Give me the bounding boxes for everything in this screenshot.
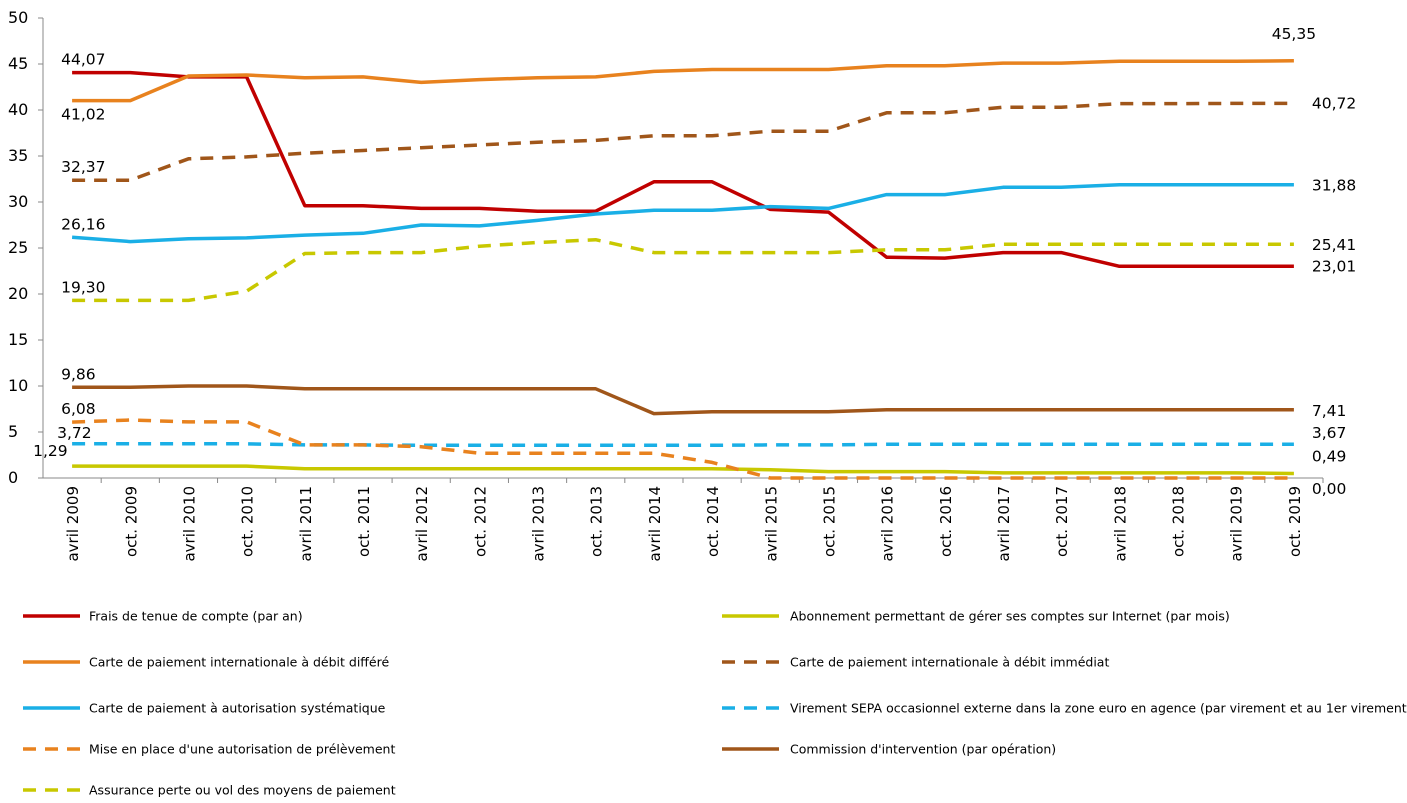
y-tick-label: 30 — [8, 192, 28, 211]
x-tick-label: avril 2011 — [297, 486, 315, 562]
x-tick-label: avril 2012 — [413, 486, 431, 562]
x-tick-label: avril 2014 — [646, 486, 664, 562]
legend-item-6: Virement SEPA occasionnel externe dans l… — [722, 701, 1407, 716]
x-tick-label: avril 2015 — [762, 486, 780, 562]
data-label-last: 40,72 — [1312, 94, 1356, 112]
legend-label: Carte de paiement internationale à débit… — [89, 655, 389, 670]
data-label-last: 45,35 — [1272, 25, 1316, 43]
y-tick-label: 15 — [8, 330, 28, 349]
legend-item-8: Commission d'intervention (par opération… — [722, 742, 1056, 757]
y-tick-label: 20 — [8, 284, 28, 303]
legend: Frais de tenue de compte (par an) Abonnem… — [23, 609, 1407, 798]
y-tick-label: 35 — [8, 146, 28, 165]
series-line-5 — [71, 182, 1294, 244]
legend-label: Carte de paiement internationale à débit… — [790, 655, 1109, 670]
series-line-6 — [72, 442, 1294, 448]
series-line-3 — [72, 59, 1294, 103]
x-tick-label: oct. 2014 — [704, 486, 722, 557]
x-tick-label: avril 2016 — [879, 486, 897, 562]
legend-item-4: Carte de paiement internationale à débit… — [722, 655, 1109, 670]
x-tick-label: oct. 2013 — [588, 486, 606, 557]
data-label-first: 9,86 — [61, 365, 96, 383]
legend-label: Abonnement permettant de gérer ses compt… — [790, 609, 1230, 624]
legend-label: Commission d'intervention (par opération… — [790, 742, 1056, 757]
x-tick-label: avril 2018 — [1111, 486, 1129, 562]
series-line-4 — [72, 101, 1294, 182]
y-tick-label: 0 — [8, 468, 18, 487]
data-label-first: 26,16 — [61, 215, 105, 233]
data-label-last: 7,41 — [1312, 402, 1347, 420]
x-tick-label: oct. 2011 — [355, 486, 373, 557]
y-tick-label: 45 — [8, 54, 28, 73]
series-layer — [71, 59, 1294, 480]
legend-item-9: Assurance perte ou vol des moyens de pai… — [23, 783, 396, 798]
series-line-9 — [72, 237, 1294, 303]
data-label-first: 41,02 — [61, 106, 105, 124]
data-label-first: 32,37 — [61, 158, 105, 176]
data-label-last: 3,67 — [1312, 424, 1347, 442]
data-label-last: 31,88 — [1312, 177, 1356, 195]
x-tick-label: oct. 2019 — [1286, 486, 1304, 557]
data-label-first: 1,29 — [33, 442, 68, 460]
y-tick-label: 10 — [8, 376, 28, 395]
x-tick-label: oct. 2012 — [471, 486, 489, 557]
x-tick-label: oct. 2018 — [1170, 486, 1188, 557]
legend-label: Virement SEPA occasionnel externe dans l… — [790, 701, 1407, 716]
legend-label: Frais de tenue de compte (par an) — [89, 609, 303, 624]
legend-item-3: Carte de paiement internationale à débit… — [23, 655, 389, 670]
legend-label: Assurance perte ou vol des moyens de pai… — [89, 783, 396, 798]
data-label-first: 3,72 — [57, 424, 92, 442]
series-line-8 — [72, 384, 1294, 416]
legend-item-1: Frais de tenue de compte (par an) — [23, 609, 303, 624]
x-tick-label: oct. 2016 — [937, 486, 955, 557]
data-label-layer: 44,07 23,01 1,29 0,49 41,02 45,35 32,37 40,72 26… — [33, 25, 1356, 498]
y-tick-label: 40 — [8, 100, 28, 119]
data-label-first: 44,07 — [61, 51, 105, 69]
legend-item-5: Carte de paiement à autorisation systéma… — [23, 701, 386, 716]
data-label-last: 23,01 — [1312, 257, 1356, 275]
x-tick-label: oct. 2010 — [239, 486, 257, 557]
x-tick-label: avril 2019 — [1228, 486, 1246, 562]
data-label-last: 0,00 — [1312, 480, 1347, 498]
legend-label: Mise en place d'une autorisation de prél… — [89, 742, 395, 757]
series-line-2 — [72, 464, 1294, 476]
data-label-last: 25,41 — [1312, 236, 1356, 254]
series-line-1 — [72, 70, 1294, 269]
x-tick-label: oct. 2015 — [820, 486, 838, 557]
x-tick-label: oct. 2009 — [122, 486, 140, 557]
x-tick-label: oct. 2017 — [1053, 486, 1071, 557]
data-label-first: 6,08 — [61, 400, 96, 418]
data-label-first: 19,30 — [61, 278, 105, 296]
x-tick-label: avril 2013 — [530, 486, 548, 562]
legend-item-2: Abonnement permettant de gérer ses compt… — [722, 609, 1230, 624]
y-tick-label: 25 — [8, 238, 28, 257]
x-tick-label: avril 2009 — [64, 486, 82, 562]
x-tick-label: avril 2017 — [995, 486, 1013, 562]
legend-item-7: Mise en place d'une autorisation de prél… — [23, 742, 395, 757]
y-tick-label: 50 — [8, 8, 28, 27]
legend-label: Carte de paiement à autorisation systéma… — [89, 701, 386, 716]
axes: 0 5 10 15 20 25 30 35 40 45 50 avril 2009 oct. 2009 a… — [8, 8, 1324, 562]
data-label-last: 0,49 — [1312, 448, 1347, 466]
x-tick-label: avril 2010 — [180, 486, 198, 562]
series-line-7 — [72, 418, 1294, 480]
y-tick-label: 5 — [8, 422, 18, 441]
